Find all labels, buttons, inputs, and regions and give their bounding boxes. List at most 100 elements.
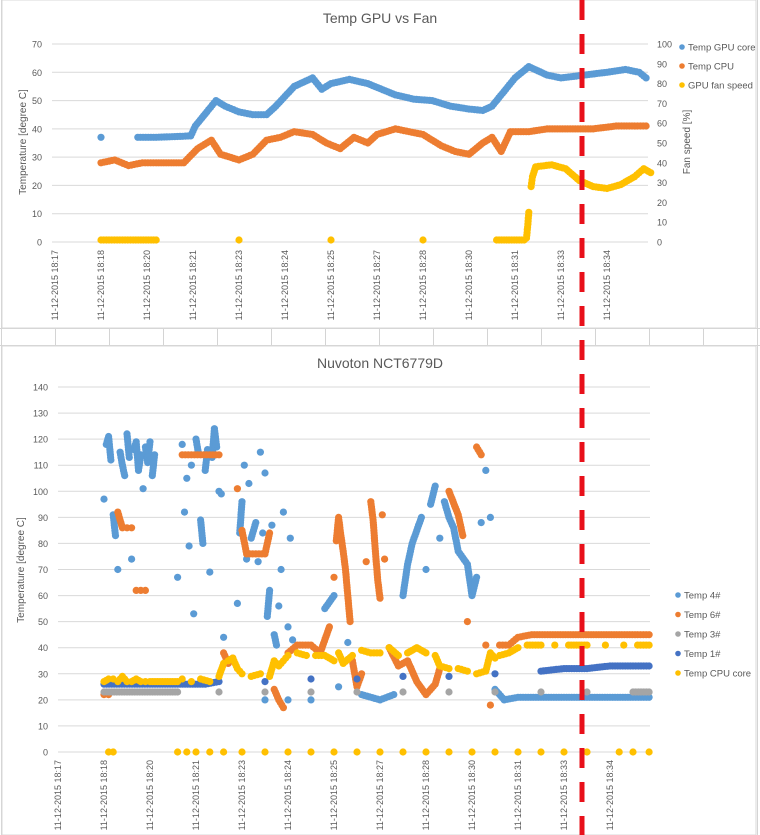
data-point — [245, 479, 253, 488]
data-point — [537, 748, 545, 756]
y-tick-label: 70 — [38, 565, 48, 575]
y2-tick-label: 80 — [657, 79, 667, 89]
data-point — [560, 748, 568, 756]
data-point — [610, 122, 618, 130]
data-point — [419, 236, 427, 244]
data-point — [284, 748, 292, 756]
series-gpu-fan-speed — [97, 161, 655, 244]
data-points — [97, 63, 655, 244]
data-point — [346, 615, 354, 623]
data-point — [642, 688, 651, 696]
y-tick-label: 100 — [33, 487, 48, 497]
x-tick-label: 11-12-2015 18:31 — [510, 250, 520, 320]
data-point — [603, 662, 612, 670]
legend-label: Temp GPU core — [688, 43, 756, 54]
y2-tick-label: 0 — [657, 238, 662, 248]
data-point — [219, 662, 227, 670]
x-axis-ticks: 11-12-2015 18:17 11-12-2015 18:18 11-12-20… — [50, 250, 612, 320]
data-point — [184, 451, 192, 459]
legend-item: Temp 6# — [675, 610, 721, 621]
data-point — [373, 573, 382, 581]
data-point — [286, 534, 294, 542]
x-tick-label: 11-12-2015 18:30 — [467, 760, 477, 830]
x-tick-label: 11-12-2015 18:25 — [326, 250, 336, 320]
data-point — [108, 156, 116, 165]
data-point — [120, 469, 128, 477]
data-point — [525, 631, 533, 639]
data-point — [335, 683, 343, 691]
data-point — [217, 490, 225, 498]
data-point — [180, 508, 189, 516]
y-tick-label: 60 — [38, 591, 48, 601]
data-point — [339, 545, 347, 553]
data-point — [601, 641, 610, 649]
data-point — [243, 555, 251, 563]
data-point — [445, 672, 453, 681]
x-tick-label: 11-12-2015 18:21 — [191, 760, 201, 830]
y2-tick-label: 40 — [657, 158, 667, 168]
data-point — [235, 236, 243, 244]
data-point — [328, 655, 336, 664]
data-point — [136, 453, 144, 461]
data-point — [353, 688, 361, 696]
data-point — [109, 748, 117, 756]
legend-item: Temp 4# — [675, 591, 721, 602]
x-tick-label: 11-12-2015 18:31 — [513, 760, 523, 830]
y-tick-label: 20 — [38, 695, 48, 705]
data-point — [430, 485, 439, 493]
data-point — [278, 701, 286, 709]
data-point — [330, 573, 338, 581]
data-point — [261, 678, 269, 686]
data-point — [203, 677, 211, 685]
data-point — [100, 495, 108, 503]
data-point — [564, 125, 572, 133]
data-point — [422, 748, 430, 756]
data-point — [107, 453, 115, 461]
y2-tick-label: 50 — [657, 139, 667, 149]
y2-tick-label: 100 — [657, 40, 672, 50]
y-tick-label: 140 — [33, 383, 48, 393]
data-point — [615, 748, 623, 756]
data-point — [330, 748, 338, 756]
data-point — [265, 589, 273, 597]
data-point — [373, 649, 381, 657]
data-point — [402, 127, 410, 135]
data-point — [261, 688, 269, 696]
data-point — [183, 748, 191, 756]
x-tick-label: 11-12-2015 18:17 — [50, 250, 60, 320]
data-point — [261, 748, 269, 756]
data-point — [489, 651, 497, 660]
data-point — [134, 676, 143, 684]
data-point — [502, 650, 510, 658]
data-point — [557, 693, 566, 701]
data-point — [128, 524, 136, 532]
data-point — [462, 105, 470, 113]
data-point — [628, 122, 636, 130]
data-point — [284, 623, 292, 631]
data-point — [187, 678, 195, 686]
y-tick-label: 130 — [33, 409, 48, 419]
y2-axis-ticks: 0 10 20 30 40 50 60 70 80 90 100 — [657, 40, 672, 248]
data-point — [511, 694, 519, 702]
x-tick-label: 11-12-2015 18:20 — [145, 760, 155, 830]
data-point — [448, 146, 456, 154]
data-point — [149, 159, 157, 167]
data-point — [458, 529, 466, 537]
data-point — [639, 122, 647, 130]
x-tick-label: 11-12-2015 18:21 — [188, 250, 198, 320]
legend-marker-icon — [675, 670, 681, 676]
data-point — [512, 645, 520, 653]
data-point — [631, 631, 639, 639]
legend-label: Temp 4# — [684, 591, 721, 602]
legend-item: Temp 1# — [675, 649, 721, 660]
data-point — [268, 521, 276, 529]
data-point — [212, 440, 220, 448]
data-point — [378, 511, 386, 519]
data-point — [399, 688, 407, 696]
data-point — [327, 236, 335, 244]
data-point — [389, 126, 397, 134]
data-point — [580, 665, 589, 673]
data-point — [482, 641, 490, 649]
data-point — [541, 125, 549, 133]
x-tick-label: 11-12-2015 18:27 — [375, 760, 385, 830]
